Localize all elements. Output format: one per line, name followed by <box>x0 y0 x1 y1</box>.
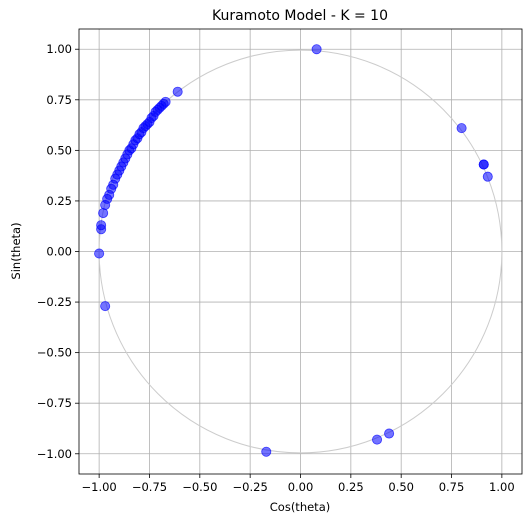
y-tick-label: 0.25 <box>46 194 72 208</box>
y-tick-label: −1.00 <box>37 447 72 461</box>
data-point <box>94 248 105 259</box>
x-tick-label: 1.00 <box>489 480 515 494</box>
x-tick-label: −1.00 <box>82 480 117 494</box>
data-point <box>96 220 107 231</box>
data-point <box>261 446 272 457</box>
data-point <box>456 123 467 134</box>
data-point <box>311 44 322 55</box>
x-axis-ticks: −1.00 −0.75 −0.50 −0.25 0.00 0.25 0.50 0.75 1.00 <box>82 474 515 494</box>
y-axis-label: Sin(theta) <box>9 222 23 279</box>
data-point <box>384 428 395 439</box>
data-point <box>172 86 183 97</box>
y-tick-label: 1.00 <box>46 42 72 56</box>
y-axis-ticks: −1.00 −0.75 −0.50 −0.25 0.00 0.25 0.50 0.75 1.00 <box>37 42 79 461</box>
y-tick-label: 0.75 <box>46 93 72 107</box>
y-tick-label: −0.75 <box>37 396 72 410</box>
x-tick-label: −0.25 <box>233 480 268 494</box>
data-point <box>482 171 493 182</box>
data-point <box>372 434 383 445</box>
x-tick-label: 0.50 <box>388 480 414 494</box>
y-tick-label: −0.25 <box>37 295 72 309</box>
data-point <box>100 199 111 210</box>
y-tick-label: 0.00 <box>46 245 72 259</box>
x-axis-label: Cos(theta) <box>270 500 330 514</box>
x-tick-label: −0.75 <box>132 480 167 494</box>
y-tick-label: −0.50 <box>37 346 72 360</box>
data-point <box>478 159 489 170</box>
grid <box>79 29 522 474</box>
x-tick-label: −0.50 <box>182 480 217 494</box>
data-point <box>98 208 109 219</box>
data-point <box>100 301 111 312</box>
x-tick-label: 0.25 <box>338 480 364 494</box>
y-tick-label: 0.50 <box>46 143 72 157</box>
chart-title: Kuramoto Model - K = 10 <box>212 8 388 24</box>
x-tick-label: 0.75 <box>439 480 465 494</box>
x-tick-label: 0.00 <box>288 480 314 494</box>
data-points <box>94 44 493 457</box>
